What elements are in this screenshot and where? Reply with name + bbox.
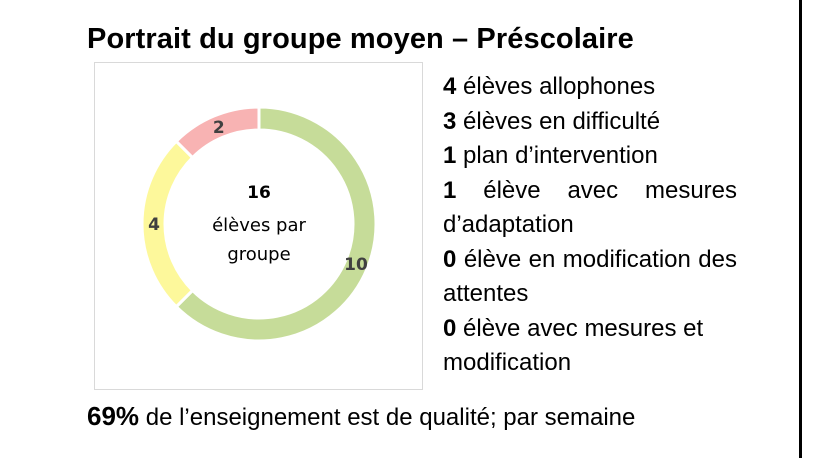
- donut-slice-10: [174, 105, 378, 343]
- stat-count: 1: [443, 142, 457, 169]
- stat-text: élève avec mesures d’adaptation: [443, 176, 738, 239]
- stat-count: 1: [443, 176, 457, 204]
- stat-item-mesures-modification: 0 élève avec mesures et modification: [443, 312, 737, 381]
- right-border-line: [799, 0, 802, 458]
- footer-percent: 69%: [87, 401, 140, 431]
- stat-text: élève en modification des attentes: [443, 245, 737, 308]
- footer-summary: 69% de l’enseignement est de qualité; pa…: [87, 398, 635, 436]
- donut-slice-2: [174, 105, 261, 160]
- stat-count: 0: [443, 314, 457, 342]
- stat-item-mesures-adaptation: 1 élève avec mesures d’adaptation: [443, 174, 737, 243]
- stats-list: 4 élèves allophones 3 élèves en difficul…: [443, 70, 737, 381]
- stat-count: 4: [443, 73, 457, 100]
- stat-text: élèves en difficulté: [463, 107, 661, 135]
- donut-chart-panel: 10 4 2 16 élèves par groupe: [94, 62, 423, 390]
- stat-item-difficulte: 3 élèves en difficulté: [443, 105, 737, 140]
- donut-slice-label: 2: [213, 118, 225, 138]
- stat-text: plan d’intervention: [463, 142, 658, 169]
- stat-item-plan-intervention: 1 plan d’intervention: [443, 139, 737, 174]
- donut-center-text-line2: groupe: [227, 244, 290, 265]
- donut-chart: 10 4 2 16 élèves par groupe: [140, 105, 378, 343]
- page-title: Portrait du groupe moyen – Préscolaire: [87, 23, 634, 55]
- stat-text: élèves allophones: [463, 73, 656, 100]
- footer-text: de l’enseignement est de qualité; par se…: [145, 404, 636, 431]
- donut-slice-label: 10: [344, 255, 368, 275]
- stat-count: 3: [443, 107, 457, 135]
- stat-count: 0: [443, 245, 457, 273]
- stat-item-modification-attentes: 0 élève en modification des attentes: [443, 243, 737, 312]
- stat-item-allophones: 4 élèves allophones: [443, 70, 737, 105]
- donut-slice-label: 4: [148, 215, 160, 235]
- donut-center-text-line1: élèves par: [212, 215, 306, 236]
- stat-text: élève avec mesures et modification: [443, 314, 704, 377]
- donut-center-value: 16: [247, 183, 271, 203]
